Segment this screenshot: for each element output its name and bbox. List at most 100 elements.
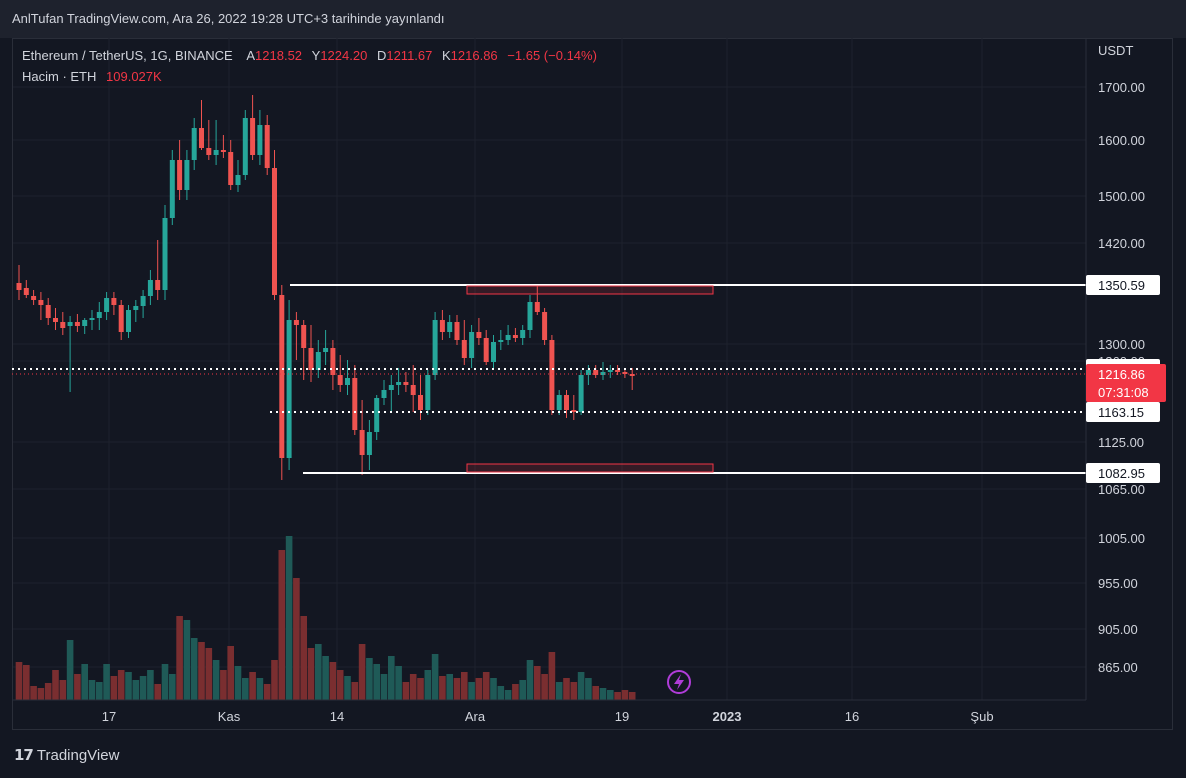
volume-bar — [526, 660, 534, 700]
price-tick-label: 1700.00 — [1098, 80, 1145, 95]
volume-bar — [300, 616, 307, 700]
candle — [23, 280, 29, 298]
volume-bar — [110, 676, 118, 700]
volume-bar — [96, 682, 103, 700]
price-tick-label: 955.00 — [1098, 576, 1138, 591]
price-axis[interactable]: USDT 1700.00 1600.00 1500.00 1420.00 1300.00… — [1085, 38, 1166, 700]
svg-text:1082.95: 1082.95 — [1098, 466, 1145, 481]
volume-bar — [176, 616, 183, 700]
candle — [483, 330, 489, 365]
volume-bar — [139, 676, 147, 700]
volume-bar — [315, 644, 322, 700]
volume-label[interactable]: Hacim · ETH — [22, 69, 97, 84]
volume-bar — [15, 662, 23, 700]
volume-bar — [570, 682, 578, 700]
volume-bar — [424, 670, 432, 700]
candle — [16, 265, 22, 300]
chart-canvas[interactable]: USDT 1700.00 1600.00 1500.00 1420.00 1300.00… — [0, 0, 1186, 730]
volume-bar — [592, 686, 599, 700]
price-tick-label: 865.00 — [1098, 660, 1138, 675]
top-bar: AnlTufan TradingView.com, Ara 26, 2022 1… — [0, 0, 1186, 38]
candle — [564, 390, 569, 418]
candle — [279, 285, 285, 480]
drawing-annotations[interactable] — [12, 284, 1086, 474]
tradingview-brand[interactable]: 17 TradingView — [14, 746, 119, 764]
volume-bar — [548, 652, 556, 700]
volume-bar — [74, 674, 81, 700]
time-tick-label: 17 — [102, 709, 116, 724]
svg-text:1163.15: 1163.15 — [1098, 405, 1144, 420]
volume-bar — [161, 664, 169, 700]
price-tick-label: 905.00 — [1098, 622, 1138, 637]
volume-bar — [607, 690, 614, 700]
candle — [133, 300, 139, 322]
change-value: −1.65 (−0.14%) — [507, 48, 597, 63]
axis-currency: USDT — [1098, 43, 1133, 58]
candle — [235, 160, 241, 192]
volume-bar — [37, 688, 45, 700]
support-zone[interactable] — [466, 463, 714, 473]
candle — [250, 95, 256, 160]
volume-bar — [409, 674, 417, 700]
time-tick-label: Ara — [465, 709, 486, 724]
volume-bar — [88, 680, 96, 700]
candle — [447, 315, 453, 338]
lightning-icon[interactable] — [667, 670, 691, 694]
candle — [461, 320, 467, 365]
candle — [366, 420, 372, 470]
volume-bar — [417, 678, 424, 700]
volume-bar — [366, 658, 373, 700]
volume-bar — [373, 664, 380, 700]
candle — [454, 315, 460, 345]
candle — [549, 335, 555, 415]
tradingview-logo-icon: 17 — [14, 746, 34, 764]
candle — [315, 340, 321, 378]
candle — [118, 300, 124, 340]
volume-bar — [205, 648, 213, 700]
low-value: 1211.67 — [386, 48, 433, 63]
candle — [607, 365, 613, 378]
candle — [67, 316, 73, 392]
volume-bar — [263, 684, 271, 700]
price-tick-label: 1125.00 — [1098, 435, 1144, 450]
volume-bar — [614, 692, 621, 700]
volume-bar — [380, 674, 388, 700]
time-axis[interactable]: 17 Kas 14 Ara 19 2023 16 Şub — [12, 699, 1086, 724]
candle — [615, 365, 621, 375]
time-tick-label: 14 — [330, 709, 344, 724]
candle — [74, 314, 80, 332]
price-tick-label: 1600.00 — [1098, 133, 1145, 148]
candle — [96, 302, 102, 330]
volume-bar — [234, 666, 242, 700]
price-tick-label: 1005.00 — [1098, 531, 1145, 546]
candle — [162, 205, 168, 300]
volume-bars — [15, 536, 636, 700]
chart-legend: Ethereum / TetherUS, 1G, BINANCE A1218.5… — [22, 45, 597, 87]
candle — [571, 395, 577, 420]
volume-bar — [220, 670, 227, 700]
volume-bar — [395, 666, 402, 700]
volume-bar — [497, 686, 505, 700]
brand-name: TradingView — [36, 746, 120, 764]
candle — [155, 240, 161, 300]
volume-bar — [431, 654, 439, 700]
candle — [593, 365, 599, 378]
candle — [578, 370, 584, 415]
candle — [257, 110, 263, 165]
symbol-title[interactable]: Ethereum / TetherUS, 1G, BINANCE — [22, 48, 233, 63]
volume-bar — [468, 682, 475, 700]
volume-value: 109.027K — [106, 69, 162, 84]
candle — [418, 375, 423, 420]
resistance-zone[interactable] — [466, 285, 714, 295]
volume-bar — [132, 680, 140, 700]
candle — [140, 290, 146, 318]
candle — [330, 340, 336, 390]
volume-bar — [351, 682, 359, 700]
candle — [31, 290, 37, 305]
open-label: A — [246, 48, 256, 63]
candle — [147, 270, 153, 305]
candle — [505, 325, 511, 345]
candle — [491, 335, 496, 368]
volume-bar — [81, 664, 88, 700]
volume-bar — [271, 660, 278, 700]
